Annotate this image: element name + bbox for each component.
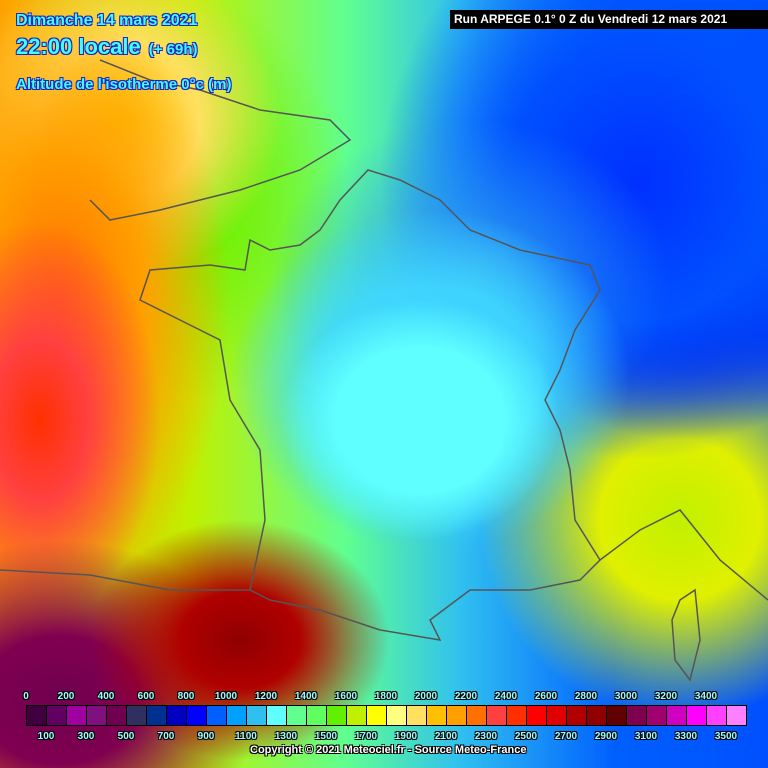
legend-swatch bbox=[267, 706, 287, 725]
legend-label-top: 2000 bbox=[414, 691, 438, 702]
legend-label-top: 1400 bbox=[294, 691, 318, 702]
legend-swatch bbox=[707, 706, 727, 725]
legend-swatch bbox=[667, 706, 687, 725]
copyright: Copyright © 2021 Meteociel.fr - Source M… bbox=[250, 744, 527, 756]
legend-swatch bbox=[547, 706, 567, 725]
legend-label-top: 3400 bbox=[694, 691, 718, 702]
legend-label-top: 800 bbox=[177, 691, 195, 702]
legend-label-bottom: 2700 bbox=[554, 731, 578, 742]
legend-swatch bbox=[587, 706, 607, 725]
legend-swatch bbox=[227, 706, 247, 725]
parameter-title: Altitude de l'isotherme 0°c (m) bbox=[16, 76, 232, 93]
legend-label-top: 200 bbox=[57, 691, 75, 702]
legend-label-bottom: 2300 bbox=[474, 731, 498, 742]
legend-label-top: 0 bbox=[23, 691, 29, 702]
legend-label-bottom: 1500 bbox=[314, 731, 338, 742]
legend-label-bottom: 3300 bbox=[674, 731, 698, 742]
legend-label-bottom: 1700 bbox=[354, 731, 378, 742]
legend-label-top: 600 bbox=[137, 691, 155, 702]
legend-label-bottom: 500 bbox=[117, 731, 135, 742]
legend-label-top: 3200 bbox=[654, 691, 678, 702]
legend-swatch bbox=[507, 706, 527, 725]
legend-label-bottom: 2900 bbox=[594, 731, 618, 742]
legend-swatch bbox=[567, 706, 587, 725]
legend-swatch bbox=[407, 706, 427, 725]
legend-label-top: 1600 bbox=[334, 691, 358, 702]
forecast-date: Dimanche 14 mars 2021 bbox=[16, 12, 198, 29]
legend-swatch bbox=[487, 706, 507, 725]
legend-label-bottom: 3100 bbox=[634, 731, 658, 742]
legend-swatch bbox=[87, 706, 107, 725]
legend-swatch bbox=[347, 706, 367, 725]
legend-label-bottom: 700 bbox=[157, 731, 175, 742]
legend-label-top: 2200 bbox=[454, 691, 478, 702]
legend-swatch bbox=[627, 706, 647, 725]
forecast-offset: (+ 69h) bbox=[148, 41, 198, 58]
legend-swatch bbox=[147, 706, 167, 725]
legend-label-top: 2800 bbox=[574, 691, 598, 702]
legend-swatch bbox=[307, 706, 327, 725]
legend-swatch bbox=[447, 706, 467, 725]
legend-label-bottom: 2500 bbox=[514, 731, 538, 742]
run-info: Run ARPEGE 0.1° 0 Z du Vendredi 12 mars … bbox=[450, 10, 768, 29]
forecast-time: 22:00 locale (+ 69h) bbox=[16, 34, 198, 60]
legend-swatch bbox=[27, 706, 47, 725]
legend-label-bottom: 900 bbox=[197, 731, 215, 742]
legend-swatch bbox=[727, 706, 746, 725]
legend-swatch bbox=[207, 706, 227, 725]
legend-swatch bbox=[367, 706, 387, 725]
legend-swatch bbox=[527, 706, 547, 725]
legend-label-bottom: 1900 bbox=[394, 731, 418, 742]
legend-label-top: 2600 bbox=[534, 691, 558, 702]
legend-swatch bbox=[647, 706, 667, 725]
spain-coast bbox=[0, 569, 250, 591]
legend-swatch bbox=[687, 706, 707, 725]
legend-label-bottom: 100 bbox=[37, 731, 55, 742]
legend-label-bottom: 2100 bbox=[434, 731, 458, 742]
legend-swatch bbox=[287, 706, 307, 725]
legend-label-top: 1200 bbox=[254, 691, 278, 702]
italy-coast bbox=[599, 509, 768, 601]
legend-label-top: 400 bbox=[97, 691, 115, 702]
legend-label-bottom: 3500 bbox=[714, 731, 738, 742]
legend-swatch bbox=[127, 706, 147, 725]
legend-label-top: 1800 bbox=[374, 691, 398, 702]
legend-swatch bbox=[47, 706, 67, 725]
legend-swatch bbox=[387, 706, 407, 725]
color-legend bbox=[26, 705, 747, 726]
legend-swatch bbox=[467, 706, 487, 725]
legend-label-bottom: 1100 bbox=[235, 731, 257, 742]
legend-swatch bbox=[247, 706, 267, 725]
local-time: 22:00 locale bbox=[16, 34, 141, 59]
legend-label-bottom: 1300 bbox=[274, 731, 298, 742]
corsica-outline bbox=[671, 588, 701, 682]
legend-label-top: 2400 bbox=[494, 691, 518, 702]
legend-swatch bbox=[607, 706, 627, 725]
legend-swatch bbox=[67, 706, 87, 725]
legend-swatch bbox=[167, 706, 187, 725]
legend-label-top: 1000 bbox=[214, 691, 238, 702]
france-outline bbox=[139, 169, 601, 641]
legend-swatch bbox=[107, 706, 127, 725]
legend-swatch bbox=[187, 706, 207, 725]
legend-swatch bbox=[427, 706, 447, 725]
legend-label-bottom: 300 bbox=[77, 731, 95, 742]
england-coast bbox=[89, 59, 352, 221]
legend-swatch bbox=[327, 706, 347, 725]
legend-label-top: 3000 bbox=[614, 691, 638, 702]
